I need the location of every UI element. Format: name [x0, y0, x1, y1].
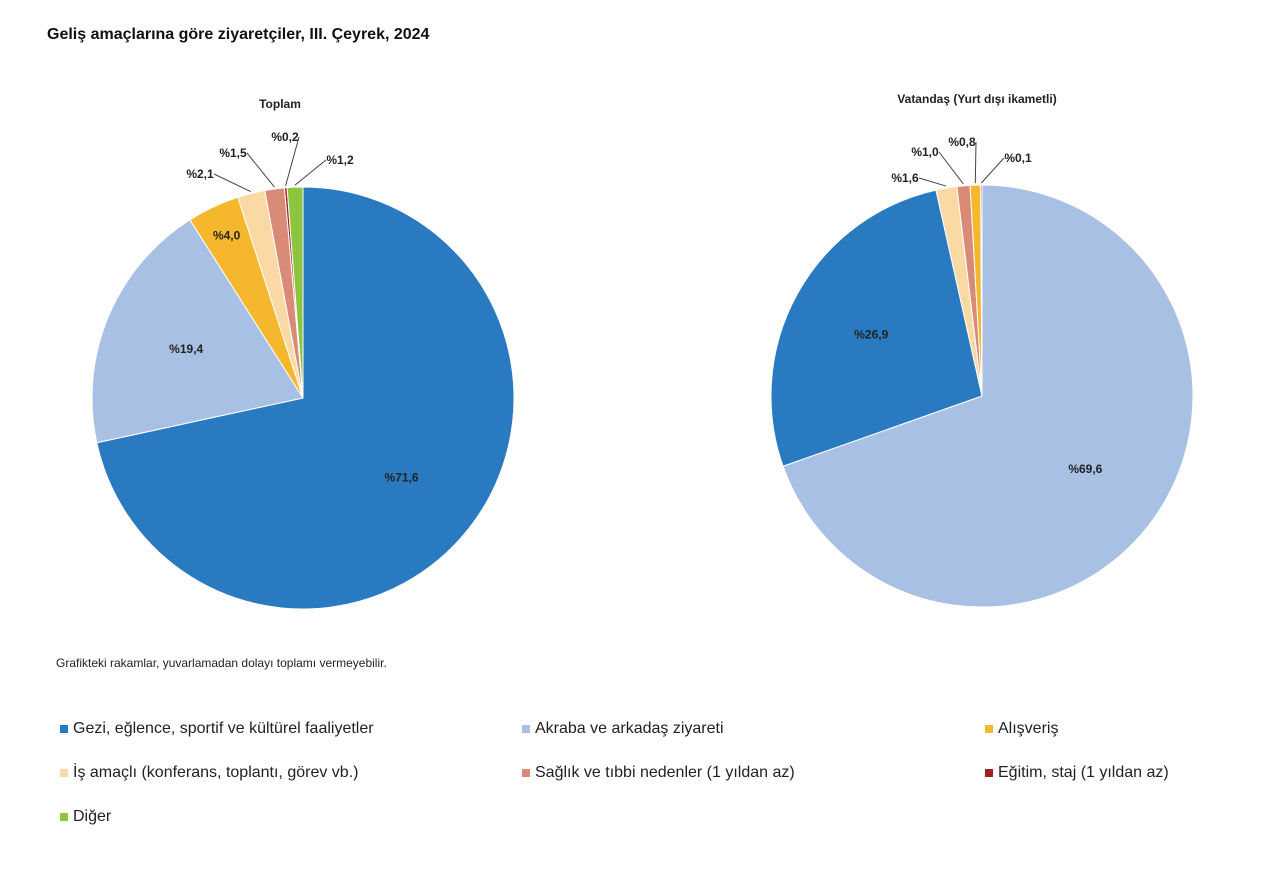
pie-slice: [770, 189, 983, 467]
pie-slice: [782, 184, 1194, 608]
data-label: %0,8: [948, 135, 976, 149]
pie-slice: [980, 184, 983, 397]
data-label: %1,6: [891, 171, 919, 185]
legend-item: Eğitim, staj (1 yıldan az): [985, 764, 1169, 782]
legend-label: Gezi, eğlence, sportif ve kültürel faali…: [73, 720, 374, 737]
legend-label: Diğer: [73, 808, 112, 825]
leader-line: [246, 152, 275, 188]
leader-line: [974, 141, 977, 184]
legend-item: Alışveriş: [985, 720, 1058, 738]
legend-item: Sağlık ve tıbbi nedenler (1 yıldan az): [522, 764, 795, 782]
leader-line: [938, 151, 964, 185]
data-label: %69,6: [1068, 462, 1102, 476]
legend-label: Alışveriş: [998, 720, 1059, 737]
legend-swatch: [522, 725, 530, 733]
leader-line: [285, 136, 300, 186]
legend-swatch: [60, 725, 68, 733]
data-label: %71,6: [385, 470, 419, 484]
leader-line: [918, 177, 947, 187]
leader-line: [980, 157, 1005, 184]
pie-title: Toplam: [259, 97, 301, 111]
data-label: %2,1: [186, 167, 214, 181]
data-label: %4,0: [213, 229, 241, 243]
leader-line: [294, 159, 327, 186]
legend-swatch: [60, 769, 68, 777]
legend-item: Gezi, eğlence, sportif ve kültürel faali…: [60, 720, 374, 738]
pie-slice: [91, 219, 304, 444]
data-label: %0,2: [271, 130, 299, 144]
legend-label: Eğitim, staj (1 yıldan az): [998, 764, 1169, 781]
legend-item: İş amaçlı (konferans, toplantı, görev vb…: [60, 764, 358, 782]
pie-title: Vatandaş (Yurt dışı ikametli): [897, 92, 1056, 106]
legend-swatch: [985, 769, 993, 777]
pie-slice: [96, 186, 515, 610]
legend-label: İş amaçlı (konferans, toplantı, görev vb…: [73, 764, 359, 781]
legend-label: Sağlık ve tıbbi nedenler (1 yıldan az): [535, 764, 795, 781]
legend-label: Akraba ve arkadaş ziyareti: [535, 720, 724, 737]
footnote: Grafikteki rakamlar, yuvarlamadan dolayı…: [56, 656, 387, 670]
data-label: %19,4: [169, 342, 203, 356]
data-label: %1,0: [911, 145, 939, 159]
data-label: %1,2: [326, 153, 354, 167]
chart-title: Geliş amaçlarına göre ziyaretçiler, III.…: [47, 26, 430, 43]
legend-swatch: [522, 769, 530, 777]
data-label: %0,1: [1004, 151, 1032, 165]
legend-item: Akraba ve arkadaş ziyareti: [522, 720, 724, 738]
legend-swatch: [985, 725, 993, 733]
leader-line: [213, 173, 251, 192]
pie-slice: [286, 186, 304, 399]
data-label: %26,9: [854, 328, 888, 342]
legend-item: Diğer: [60, 808, 111, 826]
legend-swatch: [60, 813, 68, 821]
data-label: %1,5: [219, 146, 247, 160]
